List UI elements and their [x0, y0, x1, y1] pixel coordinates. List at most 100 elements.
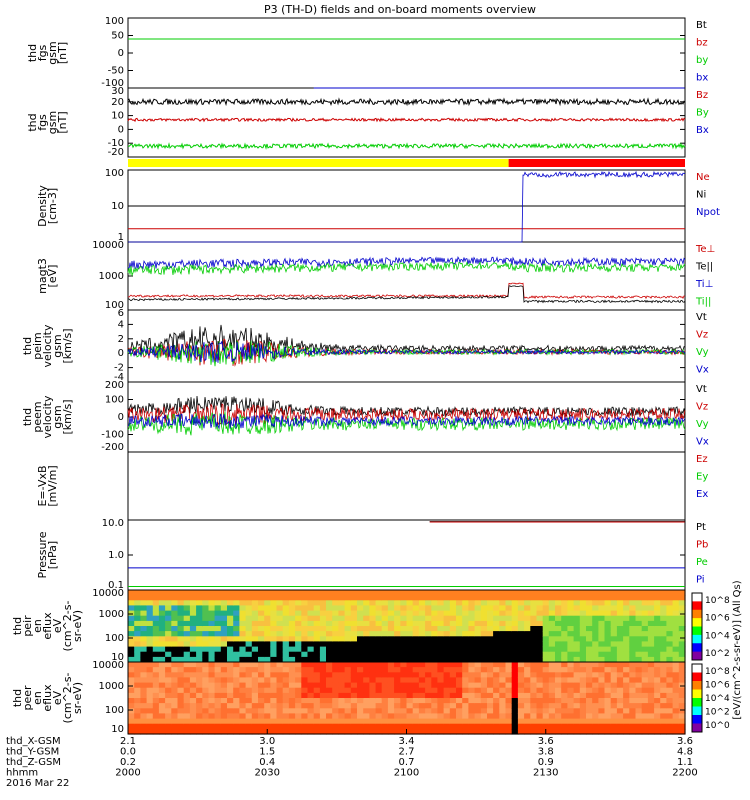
legend-entry: Ex [696, 489, 708, 500]
series-Ti-par-line [127, 260, 686, 277]
mode-bar-segment [508, 159, 685, 167]
y-axis-label-line: eflux [41, 612, 54, 640]
x-tick-label: 0.7 [399, 757, 415, 768]
y-axis-label-line: fgs [36, 114, 49, 131]
y-axis-label: E=-VxB[mV/m] [36, 465, 59, 506]
series-By-line [128, 142, 686, 150]
y-tick-label: 1000 [99, 681, 124, 692]
x-tick-label: 2100 [394, 768, 419, 779]
y-tick-label: -4 [114, 372, 124, 383]
legend-entry: Bt [696, 20, 707, 31]
x-tick-label: 2.7 [399, 747, 415, 758]
colorbar-tick: 10^2 [705, 708, 730, 718]
y-axis-label-line: [km/s] [61, 399, 74, 434]
colorbar-tick: 10^4 [705, 694, 730, 704]
y-axis-label-line: velocity [41, 395, 54, 438]
y-tick-label: 50 [111, 31, 124, 42]
legend-entry: bx [696, 73, 708, 84]
y-tick-label: 6 [118, 308, 124, 319]
legend-entry: Ez [696, 454, 708, 465]
panel-frame [127, 241, 686, 311]
y-axis-label-line: [nT] [56, 42, 69, 64]
colorbar-tick: 10^0 [705, 721, 730, 731]
legend-entry: Te|| [695, 262, 713, 273]
legend-entry: Ne [696, 172, 710, 183]
y-tick-label: 1000 [99, 271, 124, 282]
series-Vy-i-line [127, 340, 686, 367]
x-tick-label: 1.5 [259, 747, 275, 758]
colorbar-tick: 10^2 [705, 649, 730, 659]
chart-title: P3 (TH-D) fields and on-board moments ov… [264, 3, 536, 16]
colorbar-tick: 10^8 [705, 596, 730, 606]
y-axis-label: Density[cm-3] [36, 185, 59, 227]
colorbar-label: [eV/(cm^2-s-sr-eV)] (All Qs) [732, 580, 743, 719]
y-axis-label-line: sr-eV) [71, 682, 84, 714]
y-tick-label: 10000 [92, 588, 124, 599]
legend-entry: Vy [696, 419, 709, 430]
panel-efield: E=-VxB[mV/m] Ez Ey Ex [36, 451, 708, 521]
x-tick-label: 0.9 [538, 757, 554, 768]
y-axis-label-line: [cm-3] [46, 188, 59, 224]
y-axis-label-line: E=-VxB [36, 465, 49, 506]
y-tick-label: 0 [118, 412, 124, 423]
y-tick-label: 2 [118, 334, 124, 345]
legend-entry: Bx [696, 125, 709, 136]
colorbar-tick: 10^8 [705, 667, 730, 677]
y-tick-label: -100 [101, 78, 124, 89]
x-tick-label: 0.2 [120, 757, 136, 768]
y-axis-label: Pressure[nPa] [36, 531, 59, 578]
y-axis-label-line: thd [21, 408, 34, 426]
y-tick-label: 100 [105, 168, 124, 179]
legend-entry: Te⊥ [695, 244, 715, 255]
colorbar-frame [691, 663, 703, 733]
x-tick-label: 2130 [533, 768, 558, 779]
legend-entry: Vt [696, 384, 707, 395]
y-axis-label-line: thd [11, 617, 24, 635]
panel-peir: 10000 1000 100 10 thdpeirenefluxeV(cm^2-s-sr… [11, 588, 686, 663]
y-axis-label-line: magt3 [36, 258, 49, 294]
y-tick-label: 200 [105, 380, 124, 391]
x-tick-label: 3.6 [538, 736, 554, 747]
y-axis-label-line: thd [21, 337, 34, 355]
date-label: 2016 Mar 22 [6, 778, 69, 789]
y-tick-label: 30 [111, 86, 124, 97]
y-axis-label-line: eV [51, 618, 64, 633]
y-tick-label: 100 [105, 300, 124, 311]
colorbar-band [692, 723, 702, 733]
legend-entry: Pt [696, 522, 706, 533]
y-tick-label: -2 [114, 363, 124, 374]
colorbar-band [692, 689, 702, 699]
y-tick-label: 0 [118, 48, 124, 59]
y-axis-label-line: (cm^2-s- [61, 673, 74, 724]
y-axis-label-line: Pressure [36, 531, 49, 578]
y-tick-label: 100 [105, 705, 124, 716]
legend-entry: Vx [696, 437, 709, 448]
series-Ti-perp-line [127, 256, 686, 271]
series-Vx-i-line [127, 341, 686, 363]
series-Te-perp-line [127, 282, 686, 300]
legend-entry: Bz [696, 90, 708, 101]
colorbar-band [692, 664, 702, 673]
y-tick-label: 10 [111, 111, 124, 122]
y-tick-label: 0 [118, 348, 124, 359]
legend-entry: Npot [696, 207, 720, 218]
y-axis-label-line: peir [21, 615, 34, 637]
series-Te-par-line [127, 285, 686, 304]
colorbar-band [692, 601, 702, 611]
y-axis-label-line: peim [31, 332, 44, 360]
legend-entry: Ni [696, 190, 706, 201]
y-axis-label-line: [nPa] [46, 541, 59, 569]
y-tick-label: 10 [111, 201, 124, 212]
y-tick-label: 0.1 [108, 580, 124, 591]
y-tick-label: -200 [101, 442, 124, 453]
x-axis-row-label: thd_X-GSM [6, 736, 61, 747]
legend-entry: Ey [696, 472, 708, 483]
legend-entry: by [696, 55, 708, 66]
y-tick-label: 10000 [92, 660, 124, 671]
series-Bz-line [127, 117, 686, 123]
x-tick-label: 3.0 [259, 736, 275, 747]
